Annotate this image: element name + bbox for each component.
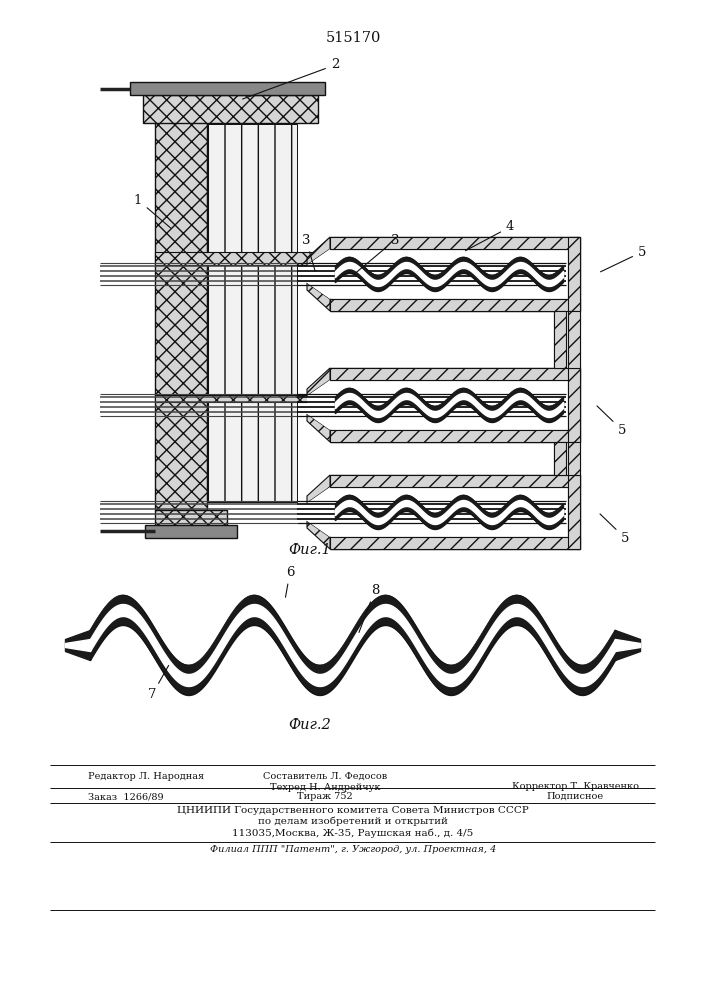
Bar	[207, 265, 297, 395]
Text: 515170: 515170	[325, 31, 380, 45]
Text: 8: 8	[359, 584, 379, 632]
Bar	[330, 537, 580, 549]
Text: Тираж 752: Тираж 752	[297, 792, 353, 801]
Text: 5: 5	[600, 514, 629, 544]
Bar	[207, 402, 297, 502]
Polygon shape	[307, 368, 330, 396]
Bar	[330, 299, 580, 311]
Text: Заказ  1266/89: Заказ 1266/89	[88, 792, 163, 801]
Bar	[155, 252, 318, 265]
Polygon shape	[307, 249, 330, 299]
Bar	[130, 82, 325, 95]
Bar	[568, 368, 580, 442]
Polygon shape	[307, 521, 330, 549]
Bar	[145, 525, 237, 538]
Text: по делам изобретений и открытий: по делам изобретений и открытий	[258, 817, 448, 826]
Text: Подписное: Подписное	[547, 792, 604, 801]
Bar	[568, 237, 580, 311]
Text: 7: 7	[148, 665, 169, 702]
Text: Техред Н. Андрейчук: Техред Н. Андрейчук	[270, 783, 380, 792]
Text: Фиг.1: Фиг.1	[288, 543, 332, 557]
Bar	[330, 430, 580, 442]
Text: 113035,Москва, Ж-35, Раушская наб., д. 4/5: 113035,Москва, Ж-35, Раушская наб., д. 4…	[233, 828, 474, 838]
Bar	[330, 249, 568, 299]
Polygon shape	[307, 283, 330, 311]
Text: 4: 4	[465, 221, 514, 251]
Bar	[155, 510, 227, 525]
Text: 1: 1	[134, 194, 171, 228]
Bar	[568, 311, 580, 368]
Bar	[143, 95, 318, 123]
Text: 6: 6	[286, 566, 294, 597]
Text: 3: 3	[354, 233, 399, 274]
Text: 3: 3	[302, 233, 315, 271]
Text: 2: 2	[243, 58, 339, 99]
Bar	[554, 311, 566, 368]
Text: Редактор Л. Народная: Редактор Л. Народная	[88, 772, 204, 781]
Bar	[566, 311, 568, 368]
Bar	[330, 487, 568, 537]
Bar	[566, 442, 568, 475]
Text: Составитель Л. Федосов: Составитель Л. Федосов	[263, 772, 387, 781]
Text: Корректор Т. Кравченко: Корректор Т. Кравченко	[511, 782, 638, 791]
Bar	[568, 475, 580, 549]
Bar	[155, 395, 318, 402]
Bar	[330, 475, 580, 487]
Polygon shape	[307, 487, 330, 537]
Bar	[554, 442, 566, 475]
Polygon shape	[307, 380, 330, 430]
Bar	[330, 380, 568, 430]
Polygon shape	[307, 475, 330, 503]
Text: Фиг.2: Фиг.2	[288, 718, 332, 732]
Polygon shape	[307, 237, 330, 265]
Bar	[155, 100, 207, 510]
Text: ЦНИИПИ Государственного комитета Совета Министров СССР: ЦНИИПИ Государственного комитета Совета …	[177, 806, 529, 815]
Bar	[330, 237, 580, 249]
Text: 5: 5	[597, 406, 626, 436]
Bar	[330, 368, 580, 380]
Text: Филиал ППП "Патент", г. Ужгород, ул. Проектная, 4: Филиал ППП "Патент", г. Ужгород, ул. Про…	[210, 845, 496, 854]
Polygon shape	[307, 414, 330, 442]
Bar	[568, 442, 580, 475]
Bar	[207, 124, 297, 252]
Text: 5: 5	[600, 245, 646, 272]
